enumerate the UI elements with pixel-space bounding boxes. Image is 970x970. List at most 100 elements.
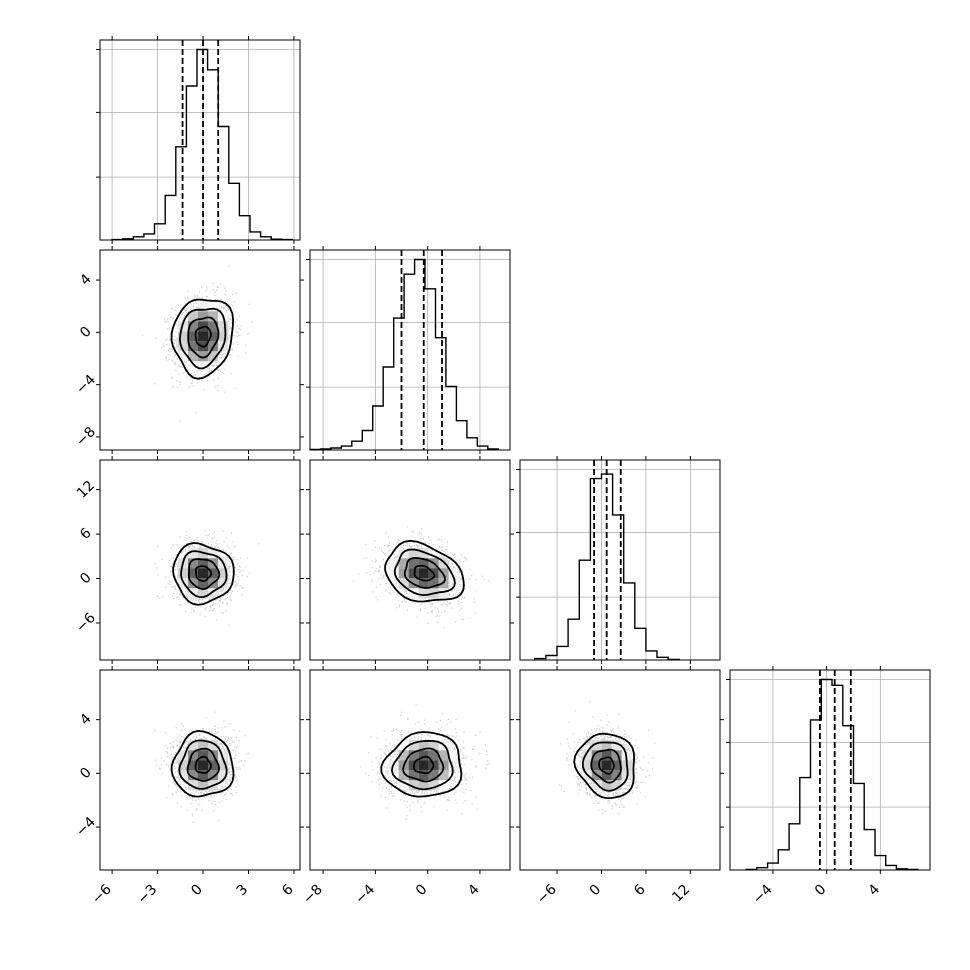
density-cell xyxy=(611,780,622,791)
x-tick-label-0-3: 3 xyxy=(234,882,252,900)
x-tick-label-1-2: 0 xyxy=(413,881,431,899)
histogram-step-1 xyxy=(309,258,499,451)
density-cell xyxy=(428,548,439,559)
scatter-panel-0-1 xyxy=(99,249,301,451)
contour-0-1-2 xyxy=(178,307,227,370)
density-cell xyxy=(388,558,399,569)
density-cell xyxy=(448,760,459,771)
histogram-frame-3 xyxy=(729,669,931,871)
density-cell xyxy=(188,351,198,362)
density-cell xyxy=(208,321,218,332)
density-cell xyxy=(178,568,188,579)
histogram-frame-1 xyxy=(309,249,511,451)
density-cell xyxy=(198,588,208,599)
density-cell xyxy=(428,578,439,589)
density-cell xyxy=(188,331,198,342)
density-cell xyxy=(208,740,218,751)
x-tick-label-0-2: 0 xyxy=(188,881,206,899)
x-tick-label-1-0: −8 xyxy=(300,882,326,908)
density-cell xyxy=(178,770,188,781)
y-tick-label-2-2: 6 xyxy=(77,525,95,543)
density-cell xyxy=(408,770,419,781)
contour-0-2-2 xyxy=(180,550,228,599)
density-cell xyxy=(218,321,228,332)
density-cell xyxy=(188,321,198,332)
x-tick-label-2-2: 6 xyxy=(631,881,649,899)
density-cell xyxy=(188,548,198,559)
density-cell xyxy=(208,331,218,342)
density-cell xyxy=(408,548,419,559)
panel-ticks-1-1 xyxy=(322,246,481,454)
contour-0-1-1 xyxy=(187,316,220,359)
density-cell xyxy=(178,331,188,342)
panel-ticks-3-3 xyxy=(772,666,881,874)
density-cell xyxy=(178,760,188,771)
density-cell xyxy=(418,568,429,579)
contour-0-1-3 xyxy=(170,298,235,380)
density-cell xyxy=(418,558,429,569)
density-cell xyxy=(198,740,208,751)
contour-1-3-0 xyxy=(412,755,435,775)
density-cell xyxy=(188,341,198,352)
histogram-panel-3 xyxy=(726,669,931,871)
density-cell xyxy=(208,301,218,312)
density-cell xyxy=(198,301,208,312)
density-cell xyxy=(398,568,409,579)
x-tick-label-3-0: −4 xyxy=(750,881,776,907)
density-cell xyxy=(198,558,208,569)
density-cell xyxy=(418,548,429,559)
density-cell xyxy=(208,311,218,322)
density-cell xyxy=(418,780,429,791)
histogram-frame-2 xyxy=(519,459,721,661)
y-tick-label-3-1: 0 xyxy=(77,765,95,783)
panel-ticks-0-2 xyxy=(96,456,304,664)
y-tick-label-3-0: −4 xyxy=(73,814,99,840)
density-cell xyxy=(611,740,622,751)
density-cell xyxy=(418,750,429,761)
density-cell xyxy=(438,568,449,579)
density-cell xyxy=(188,740,198,751)
density-cell xyxy=(438,770,449,781)
density-cell xyxy=(208,760,218,771)
scatter-panel-0-3 xyxy=(99,669,301,871)
density-cell xyxy=(581,750,592,761)
density-cell xyxy=(581,760,592,771)
density-cell xyxy=(198,770,208,781)
contour-0-1-0 xyxy=(194,325,212,348)
panel-ticks-0-1 xyxy=(96,246,304,454)
density-cell xyxy=(218,568,228,579)
x-tick-label-3-2: 4 xyxy=(866,881,884,899)
scatter-content-1-3 xyxy=(359,704,490,820)
density-cell xyxy=(388,568,399,579)
density-cell xyxy=(438,558,449,569)
panel-ticks-1-3 xyxy=(306,666,514,874)
density-cell xyxy=(188,558,198,569)
density-cell xyxy=(591,750,602,761)
density-cell xyxy=(428,770,439,781)
contour-0-2-1 xyxy=(187,558,221,591)
density-cell xyxy=(591,740,602,751)
histogram-frame-0 xyxy=(99,39,301,241)
scatter-panel-2-3 xyxy=(519,669,721,871)
y-tick-label-1-3: 4 xyxy=(77,271,95,289)
density-cell xyxy=(198,750,208,761)
contour-0-3-3 xyxy=(170,729,235,798)
x-tick-label-0-1: −3 xyxy=(135,882,161,908)
y-tick-label-1-0: −8 xyxy=(73,424,99,450)
density-cell xyxy=(438,588,449,599)
density-cell xyxy=(601,780,612,791)
density-cell xyxy=(188,780,198,791)
density-cell xyxy=(418,770,429,781)
y-tick-label-2-3: 12 xyxy=(74,478,98,502)
density-cell xyxy=(178,341,188,352)
density-cell xyxy=(208,351,218,362)
x-tick-label-2-0: −6 xyxy=(534,881,560,907)
scatter-content-0-3 xyxy=(154,711,250,823)
density-cell xyxy=(408,780,419,791)
density-cell xyxy=(408,740,419,751)
density-cell xyxy=(188,361,198,372)
density-cell xyxy=(408,558,419,569)
scatter-frame-0-1 xyxy=(99,249,301,451)
density-cell xyxy=(198,311,208,322)
x-tick-label-0-0: −6 xyxy=(89,881,115,907)
